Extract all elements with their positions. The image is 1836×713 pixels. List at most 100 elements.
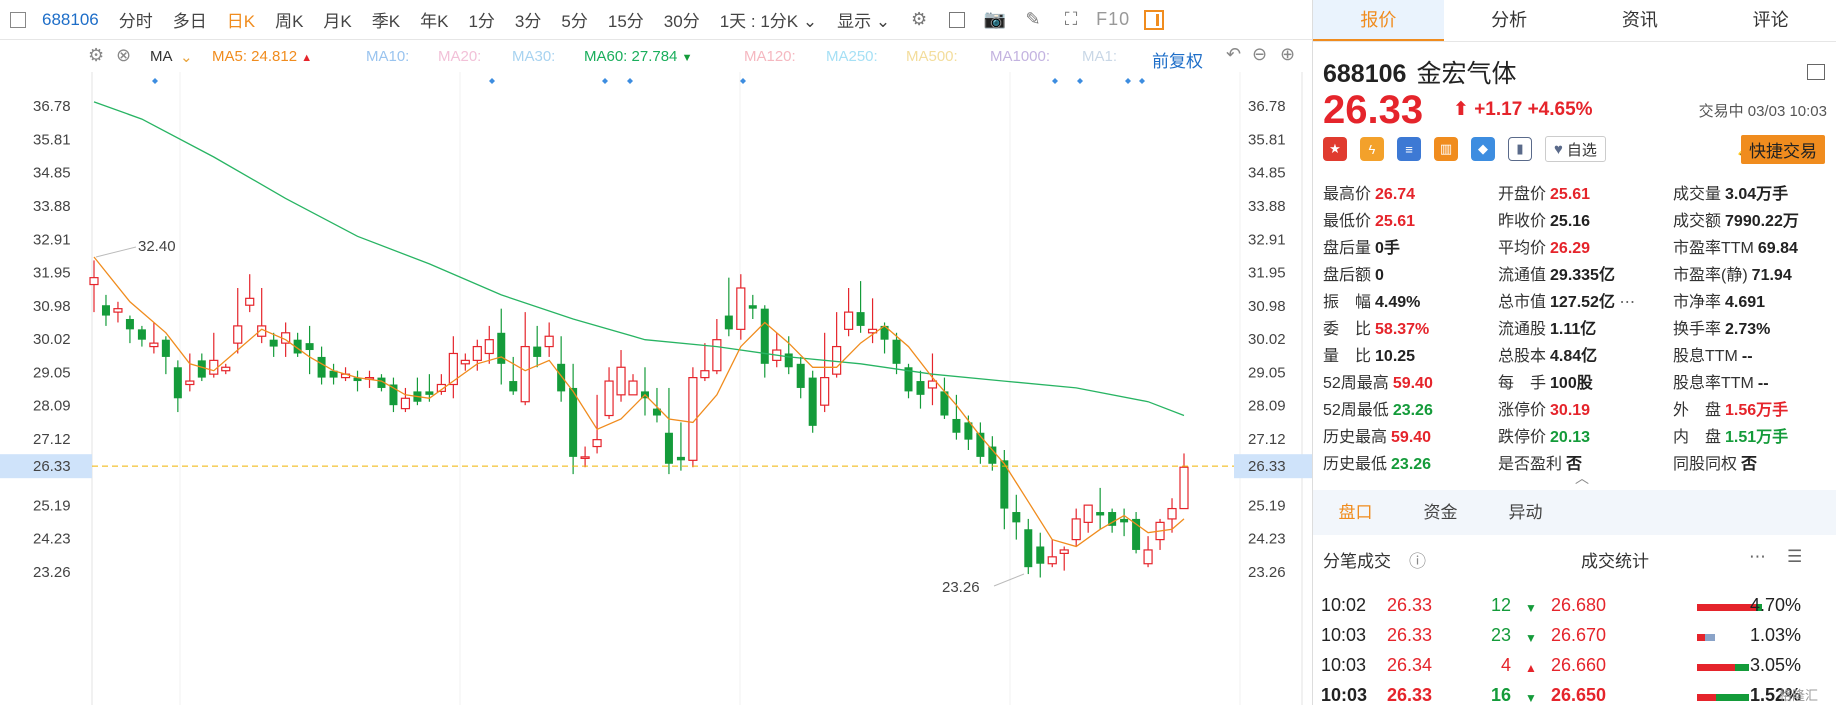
candle[interactable] — [664, 387, 673, 475]
candle[interactable] — [520, 312, 530, 406]
tab-orderbook[interactable]: 盘口 — [1338, 503, 1373, 522]
more-icon[interactable]: ⋯ — [1614, 293, 1636, 311]
close-icon[interactable]: ⊗ — [116, 45, 132, 65]
candle[interactable] — [628, 374, 638, 396]
candle[interactable] — [448, 336, 458, 399]
event-marker[interactable] — [489, 78, 495, 84]
undo-icon[interactable]: ↶ — [1226, 44, 1242, 64]
settings-icon[interactable]: ⚙ — [88, 45, 105, 65]
candle[interactable] — [772, 332, 782, 368]
candle[interactable] — [425, 374, 434, 402]
candle[interactable] — [1143, 536, 1153, 568]
candle[interactable] — [544, 322, 554, 357]
candle[interactable] — [413, 377, 422, 406]
candle[interactable] — [592, 394, 602, 454]
candle[interactable] — [1059, 546, 1069, 571]
period-tab[interactable]: 3分 — [514, 12, 542, 31]
candle[interactable] — [125, 315, 134, 344]
candle[interactable] — [808, 370, 817, 433]
candle[interactable] — [233, 287, 243, 354]
layout-icon[interactable] — [1807, 64, 1825, 80]
candle[interactable] — [472, 339, 482, 371]
candle[interactable] — [1108, 508, 1117, 533]
candle[interactable] — [436, 374, 446, 395]
candle[interactable] — [580, 446, 590, 468]
candle[interactable] — [569, 363, 578, 475]
candle[interactable] — [269, 332, 278, 357]
right-panel-icon[interactable] — [1144, 9, 1165, 30]
candle[interactable] — [1012, 494, 1021, 540]
lightning-icon[interactable]: ϟ — [1360, 137, 1384, 161]
candle[interactable] — [880, 322, 889, 354]
candle[interactable] — [1024, 518, 1033, 575]
tab-quote[interactable]: 报价 — [1313, 0, 1444, 41]
period-tab[interactable]: 周K — [275, 12, 304, 31]
candle[interactable] — [1167, 498, 1177, 533]
square-tool-icon[interactable] — [946, 9, 968, 31]
candle[interactable] — [1000, 449, 1009, 530]
candle[interactable] — [173, 360, 182, 413]
period-tab[interactable]: 多日 — [172, 12, 207, 31]
candle[interactable] — [533, 325, 542, 368]
event-marker[interactable] — [1139, 78, 1145, 84]
help-icon[interactable]: ⓘ — [1409, 552, 1426, 571]
kline-chart[interactable]: 36.78 35.81 34.85 33.88 32.91 31.95 30.98 30.02… — [0, 72, 1312, 705]
candle[interactable] — [377, 374, 386, 392]
display-dropdown[interactable]: 显示 ⌄ — [827, 7, 900, 32]
candle[interactable] — [1120, 508, 1129, 537]
candle[interactable] — [1047, 539, 1057, 568]
flag-icon[interactable]: ★ — [1323, 137, 1347, 161]
candle[interactable] — [257, 287, 267, 344]
candle[interactable] — [916, 370, 925, 409]
chevron-down-icon[interactable]: ⌄ — [180, 49, 193, 66]
candle[interactable] — [245, 274, 255, 313]
candle[interactable] — [604, 367, 614, 419]
candle[interactable] — [557, 336, 566, 402]
zoom-in-icon[interactable]: ⊕ — [1280, 44, 1296, 64]
candle[interactable] — [988, 436, 997, 471]
ranking-icon[interactable]: ▥ — [1434, 137, 1458, 161]
tag-icon[interactable]: ◆ — [1471, 137, 1495, 161]
period-tab[interactable]: 30分 — [663, 12, 700, 31]
stock-code-tab[interactable]: 688106 — [42, 9, 99, 29]
candle[interactable] — [652, 387, 661, 423]
pencil-icon[interactable]: ✎ — [1025, 9, 1041, 29]
candle[interactable] — [305, 325, 314, 375]
candle[interactable] — [497, 308, 506, 385]
candle[interactable] — [460, 353, 470, 371]
period-tab[interactable]: 5分 — [561, 12, 588, 31]
candle[interactable] — [952, 394, 961, 440]
adjust-button[interactable]: 前复权 — [1152, 52, 1203, 71]
event-marker[interactable] — [740, 78, 746, 84]
event-marker[interactable] — [1125, 78, 1131, 84]
candle[interactable] — [1155, 518, 1165, 550]
candle[interactable] — [1132, 512, 1141, 554]
candle[interactable] — [640, 367, 649, 416]
period-tab[interactable]: 分时 — [118, 12, 153, 31]
period-tab[interactable]: 季K — [371, 12, 401, 31]
candle[interactable] — [137, 325, 146, 347]
candle[interactable] — [329, 363, 338, 385]
period-tab[interactable]: 年K — [420, 12, 449, 31]
candle[interactable] — [1096, 487, 1105, 530]
candle[interactable] — [760, 305, 769, 378]
candle[interactable] — [1083, 504, 1093, 533]
candle[interactable] — [856, 281, 865, 333]
candle[interactable] — [940, 377, 949, 419]
event-marker[interactable] — [1077, 78, 1083, 84]
candle[interactable] — [892, 332, 901, 375]
f10-button[interactable]: F10 — [1096, 9, 1131, 29]
candle[interactable] — [149, 322, 159, 354]
database-icon[interactable]: ≡ — [1397, 137, 1421, 161]
ma-label[interactable]: MA — [150, 48, 173, 65]
candle[interactable] — [221, 363, 231, 375]
candle[interactable] — [724, 277, 733, 337]
period-tab[interactable]: 日K — [226, 12, 256, 31]
candle[interactable] — [796, 356, 805, 399]
tab-anomaly[interactable]: 异动 — [1508, 503, 1543, 522]
quick-trade-button[interactable]: 快捷交易 — [1741, 134, 1825, 164]
candle[interactable] — [389, 377, 398, 413]
candle[interactable] — [185, 353, 195, 392]
candle[interactable] — [293, 332, 302, 357]
tab-funds[interactable]: 资金 — [1423, 503, 1458, 522]
